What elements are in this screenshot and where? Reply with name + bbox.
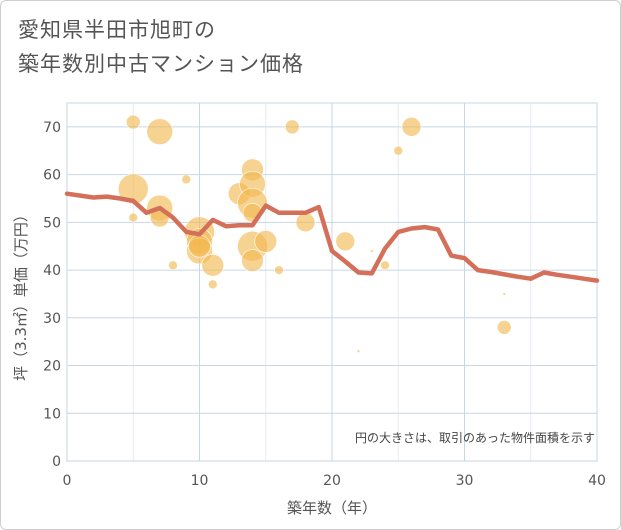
bubble-point <box>356 349 361 354</box>
x-tick-label: 30 <box>456 473 474 489</box>
chart-note: 円の大きさは、取引のあった物件面積を示す <box>355 430 595 445</box>
y-tick-label: 60 <box>43 168 61 184</box>
title-line-1: 愛知県半田市旭町の <box>18 18 216 42</box>
bubble-point <box>335 231 356 252</box>
bubble-point <box>254 230 278 253</box>
y-tick-label: 0 <box>52 454 61 470</box>
bubble-series <box>117 114 512 354</box>
x-axis-label: 築年数（年） <box>287 499 377 517</box>
bubble-point <box>274 265 284 275</box>
bubble-point <box>207 279 218 290</box>
bubble-point <box>181 174 192 185</box>
y-tick-label: 30 <box>43 311 61 327</box>
average-line-series <box>64 191 600 283</box>
grid <box>66 102 598 462</box>
y-tick-label: 50 <box>43 215 61 231</box>
x-tick-label: 20 <box>323 473 341 489</box>
chart-title: 愛知県半田市旭町の 築年数別中古マンション価格 <box>18 13 304 81</box>
bubble-point <box>201 253 225 277</box>
x-tick-label: 0 <box>63 473 72 489</box>
bubble-point <box>295 212 316 233</box>
bubble-point <box>502 292 507 296</box>
bubble-point <box>369 249 374 253</box>
bubble-point <box>117 173 149 205</box>
x-tick-label: 10 <box>191 473 209 489</box>
y-tick-label: 10 <box>43 406 61 422</box>
bubble-point <box>284 119 300 135</box>
bubble-point <box>146 118 174 145</box>
average-price-line <box>64 191 600 283</box>
bubble-point <box>125 114 141 130</box>
bubble-point <box>380 260 390 271</box>
y-tick-label: 20 <box>43 359 61 375</box>
x-tick-label: 40 <box>588 473 606 489</box>
bubble-point <box>241 249 264 272</box>
bubble-point <box>168 260 178 271</box>
axis-ticks: 0 10 20 30 40 50 60 70 0 10 20 30 40 <box>43 120 606 489</box>
bubble-point <box>188 234 211 258</box>
title-line-2: 築年数別中古マンション価格 <box>18 52 304 76</box>
y-axis-label: 坪（3.3㎡）単価（万円） <box>12 207 30 381</box>
y-tick-label: 70 <box>43 120 61 136</box>
bubble-point <box>128 212 139 223</box>
y-tick-label: 40 <box>43 263 61 279</box>
bubble-point <box>393 145 404 156</box>
bubble-point <box>401 117 422 137</box>
bubble-point <box>496 320 512 335</box>
